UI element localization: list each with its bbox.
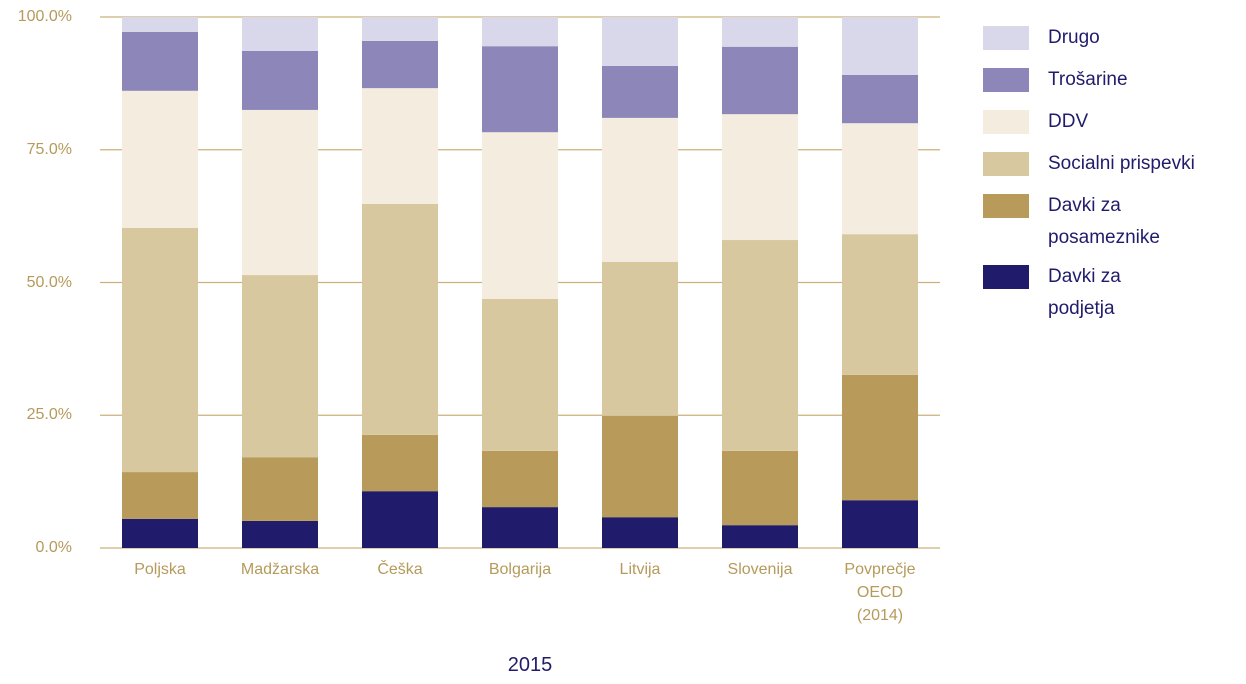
bar-segment — [242, 109, 318, 276]
bar-segment — [122, 17, 198, 32]
bar-segment — [482, 132, 558, 299]
bar-segment — [482, 46, 558, 133]
legend-swatch — [983, 68, 1029, 92]
bar-segment — [602, 261, 678, 416]
legend-swatch — [983, 26, 1029, 50]
x-tick-label: Madžarska — [240, 561, 320, 578]
y-tick-label: 100.0% — [17, 8, 72, 25]
bar-segment — [122, 472, 198, 519]
legend-label: Davki za posameznike — [1048, 195, 1160, 248]
bar-segment — [122, 227, 198, 473]
y-tick-label: 25.0% — [26, 406, 72, 424]
bar-segment — [362, 17, 438, 41]
bar-segment — [122, 90, 198, 228]
legend-label: DDV — [1048, 111, 1089, 132]
bar-segment — [722, 114, 798, 241]
bar-segment — [602, 65, 678, 118]
bar-segment — [722, 525, 798, 548]
legend-swatch — [983, 152, 1029, 176]
bar-segment — [242, 50, 318, 110]
legend-swatch — [983, 265, 1029, 289]
bar-segment — [482, 298, 558, 451]
bar-segment — [242, 520, 318, 548]
bar-segment — [122, 518, 198, 548]
bar-segment — [722, 240, 798, 451]
bar-segment — [362, 88, 438, 204]
legend-swatch — [983, 110, 1029, 134]
bar-segment — [602, 415, 678, 518]
bar-segment — [362, 434, 438, 492]
bar-segment — [242, 275, 318, 458]
bar-segment — [842, 374, 918, 501]
x-axis-label: 2015 — [507, 654, 553, 676]
bar-segment — [602, 17, 678, 66]
x-tick-label: Češka — [377, 561, 423, 578]
bar-segment — [242, 17, 318, 51]
bar-segment — [842, 234, 918, 375]
y-tick-label: 75.0% — [26, 140, 72, 158]
x-tick-label: Poljska — [134, 561, 186, 578]
bar-segment — [482, 507, 558, 548]
bar-segment — [122, 31, 198, 91]
x-tick-label: Povprečje OECD (2014) — [844, 561, 916, 624]
bar-segment — [842, 500, 918, 548]
y-tick-label: 50.0% — [26, 273, 72, 291]
x-tick-label: Slovenija — [727, 561, 793, 578]
bar-segment — [722, 46, 798, 115]
bar-segment — [482, 17, 558, 47]
bar-segment — [842, 74, 918, 124]
legend-label: Drugo — [1048, 27, 1100, 48]
legend-label: Davki za podjetja — [1048, 266, 1121, 319]
y-tick-label: 0.0% — [35, 539, 72, 556]
bar-segment — [362, 203, 438, 435]
bar-segment — [722, 17, 798, 47]
bar-segment — [362, 491, 438, 548]
bar-segment — [842, 17, 918, 75]
bar-segment — [482, 450, 558, 508]
legend-swatch — [983, 194, 1029, 218]
bar-segment — [842, 123, 918, 235]
bar-segment — [602, 517, 678, 548]
x-tick-label: Litvija — [619, 561, 661, 578]
legend-label: Trošarine — [1048, 69, 1128, 90]
bar-segment — [362, 40, 438, 89]
bar-segment — [242, 457, 318, 521]
x-tick-label: Bolgarija — [488, 561, 552, 578]
legend-label: Socialni prispevki — [1048, 153, 1195, 174]
bar-segment — [602, 117, 678, 262]
bar-segment — [722, 450, 798, 526]
